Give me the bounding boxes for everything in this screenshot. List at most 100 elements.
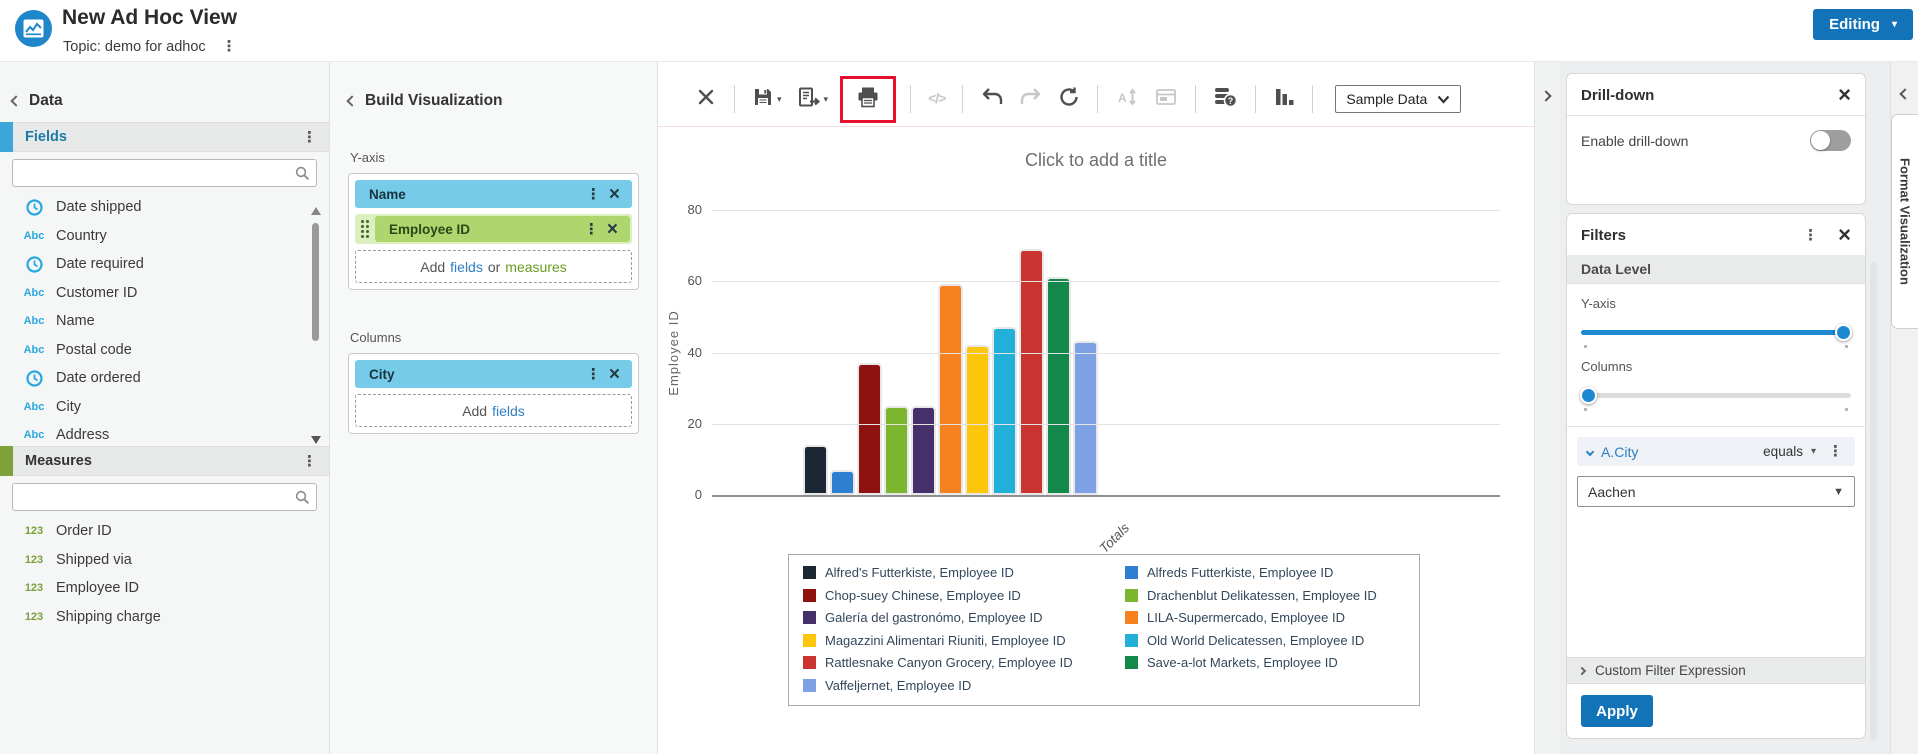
bar-magazzini-alimentari-riuniti[interactable] xyxy=(967,346,988,493)
field-list-item[interactable]: Abc Name xyxy=(0,307,329,336)
build-panel-header[interactable]: Build Visualization xyxy=(346,62,639,122)
y-axis-data-level-slider[interactable] xyxy=(1581,323,1852,341)
filter-value-dropdown[interactable]: Aachen ▼ xyxy=(1577,476,1855,507)
legend-item[interactable]: Alfred's Futterkiste, Employee ID xyxy=(803,565,1125,580)
chart-type-button[interactable] xyxy=(1270,83,1298,116)
field-list-item[interactable]: Abc Postal code xyxy=(0,336,329,365)
export-button[interactable]: ▾ xyxy=(794,83,832,116)
data-panel-header[interactable]: Data xyxy=(0,62,329,122)
add-fields-or-measures-zone[interactable]: Add fields or measures xyxy=(355,250,632,283)
filter-operator-dropdown[interactable]: equals xyxy=(1763,444,1803,459)
text-icon: Abc xyxy=(23,286,45,299)
editing-mode-button[interactable]: Editing ▾ xyxy=(1813,9,1913,40)
bar-old-world-delicatessen[interactable] xyxy=(994,329,1015,493)
field-list-item[interactable]: Abc Customer ID xyxy=(0,279,329,308)
fields-search-input[interactable] xyxy=(13,160,316,186)
bar-chop-suey-chinese[interactable] xyxy=(859,364,880,493)
close-drill-down-icon[interactable]: × xyxy=(1838,82,1851,107)
bar-rattlesnake-canyon-grocery[interactable] xyxy=(1021,250,1042,493)
legend-swatch xyxy=(1125,588,1138,602)
bar-alfred-s-futterkiste[interactable] xyxy=(805,446,826,493)
app-header: New Ad Hoc View Topic: demo for adhoc ⋮ … xyxy=(0,0,1918,62)
expand-format-panel-icon[interactable] xyxy=(1899,88,1911,100)
topic-menu-kebab-icon[interactable]: ⋮ xyxy=(221,38,237,55)
scrollbar-thumb[interactable] xyxy=(312,223,319,341)
remove-chip-icon[interactable]: × xyxy=(606,218,618,240)
field-label: Shipped via xyxy=(56,551,132,568)
chip-menu-kebab-icon[interactable]: ⋮ xyxy=(585,185,601,203)
collapse-filter-icon[interactable] xyxy=(1585,447,1595,456)
measures-menu-kebab-icon[interactable]: ⋮ xyxy=(302,452,317,470)
chart-title-placeholder[interactable]: Click to add a title xyxy=(1024,150,1168,170)
fields-scrollbar[interactable] xyxy=(310,207,321,444)
legend-item[interactable]: Vaffeljernet, Employee ID xyxy=(803,678,1125,693)
collapse-data-panel-icon[interactable] xyxy=(10,95,22,107)
legend-item[interactable]: Magazzini Alimentari Riuniti, Employee I… xyxy=(803,633,1125,648)
scroll-up-icon[interactable] xyxy=(311,207,321,215)
legend-item[interactable]: Galería del gastronómo, Employee ID xyxy=(803,610,1125,625)
cancel-button[interactable] xyxy=(692,83,720,116)
filters-menu-kebab-icon[interactable]: ⋮ xyxy=(1803,226,1819,244)
legend-item[interactable]: Rattlesnake Canyon Grocery, Employee ID xyxy=(803,655,1125,670)
filter-menu-kebab-icon[interactable]: ⋮ xyxy=(1828,443,1843,460)
field-list-item[interactable]: Abc City xyxy=(0,393,329,422)
field-list-item[interactable]: Abc Address xyxy=(0,421,329,446)
close-filters-icon[interactable]: × xyxy=(1838,222,1851,247)
bar-galer-a-del-gastron-mo[interactable] xyxy=(913,407,934,493)
field-list-item[interactable]: 123 Shipping charge xyxy=(0,603,329,632)
chip-menu-kebab-icon[interactable]: ⋮ xyxy=(583,220,599,238)
enable-drill-down-toggle[interactable] xyxy=(1810,130,1851,151)
bar-drachenblut-delikatessen[interactable] xyxy=(886,407,907,493)
add-measures-link[interactable]: measures xyxy=(505,258,567,275)
legend-item[interactable]: Old World Delicatessen, Employee ID xyxy=(1125,633,1419,648)
field-chip-city[interactable]: City ⋮ × xyxy=(355,360,632,388)
bar-vaffeljernet[interactable] xyxy=(1075,343,1096,493)
measure-chip-employee-id[interactable]: Employee ID ⋮ × xyxy=(375,216,630,242)
undo-button[interactable] xyxy=(977,83,1007,116)
remove-chip-icon[interactable]: × xyxy=(608,363,620,385)
field-list-item[interactable]: Date ordered xyxy=(0,364,329,393)
custom-filter-expression-toggle[interactable]: Custom Filter Expression xyxy=(1567,657,1865,684)
legend-item[interactable]: Save-a-lot Markets, Employee ID xyxy=(1125,655,1419,670)
numeric-icon: 123 xyxy=(24,553,44,566)
legend-item[interactable]: LILA-Supermercado, Employee ID xyxy=(1125,610,1419,625)
add-fields-link[interactable]: fields xyxy=(492,402,525,419)
scroll-down-icon[interactable] xyxy=(311,436,321,444)
drag-handle-icon[interactable] xyxy=(361,220,369,238)
expand-panel-chevron-icon[interactable] xyxy=(1540,90,1552,102)
bar-lila-supermercado[interactable] xyxy=(940,286,961,493)
fields-menu-kebab-icon[interactable]: ⋮ xyxy=(302,128,317,146)
field-chip-name[interactable]: Name ⋮ × xyxy=(355,180,632,208)
field-list-item[interactable]: Date shipped xyxy=(0,193,329,222)
field-list-item[interactable]: Abc Country xyxy=(0,222,329,251)
bar-alfreds-futterkiste[interactable] xyxy=(832,471,853,493)
remove-chip-icon[interactable]: × xyxy=(608,183,620,205)
columns-zone-label: Columns xyxy=(350,330,402,345)
format-visualization-tab[interactable]: Format Visualization xyxy=(1891,114,1918,329)
measures-search-input[interactable] xyxy=(13,484,316,510)
legend-item[interactable]: Alfreds Futterkiste, Employee ID xyxy=(1125,565,1419,580)
save-button[interactable]: ▾ xyxy=(749,83,785,116)
chip-menu-kebab-icon[interactable]: ⋮ xyxy=(585,365,601,383)
collapse-build-panel-icon[interactable] xyxy=(346,95,358,107)
field-list-item[interactable]: Date required xyxy=(0,250,329,279)
legend-item[interactable]: Chop-suey Chinese, Employee ID xyxy=(803,588,1125,603)
right-panel-scrollbar[interactable] xyxy=(1870,262,1877,740)
apply-filters-button[interactable]: Apply xyxy=(1581,695,1653,727)
data-source-button[interactable]: ? xyxy=(1210,83,1241,116)
columns-data-level-slider[interactable] xyxy=(1580,386,1851,404)
y-axis-tick-label: 80 xyxy=(687,202,702,217)
add-fields-zone[interactable]: Add fields xyxy=(355,394,632,427)
field-list-item[interactable]: 123 Order ID xyxy=(0,517,329,546)
toolbar-divider xyxy=(962,85,964,113)
measure-chip-row[interactable]: Employee ID ⋮ × xyxy=(355,214,632,244)
add-fields-link[interactable]: fields xyxy=(450,258,483,275)
filter-condition-row[interactable]: A.City equals ▾ ⋮ xyxy=(1577,437,1855,466)
field-list-item[interactable]: 123 Shipped via xyxy=(0,546,329,575)
print-button[interactable] xyxy=(853,83,883,116)
reset-button[interactable] xyxy=(1055,83,1083,116)
field-list-item[interactable]: 123 Employee ID xyxy=(0,574,329,603)
sample-data-dropdown[interactable]: Sample Data xyxy=(1335,85,1462,113)
legend-item[interactable]: Drachenblut Delikatessen, Employee ID xyxy=(1125,588,1419,603)
bar-save-a-lot-markets[interactable] xyxy=(1048,279,1069,493)
